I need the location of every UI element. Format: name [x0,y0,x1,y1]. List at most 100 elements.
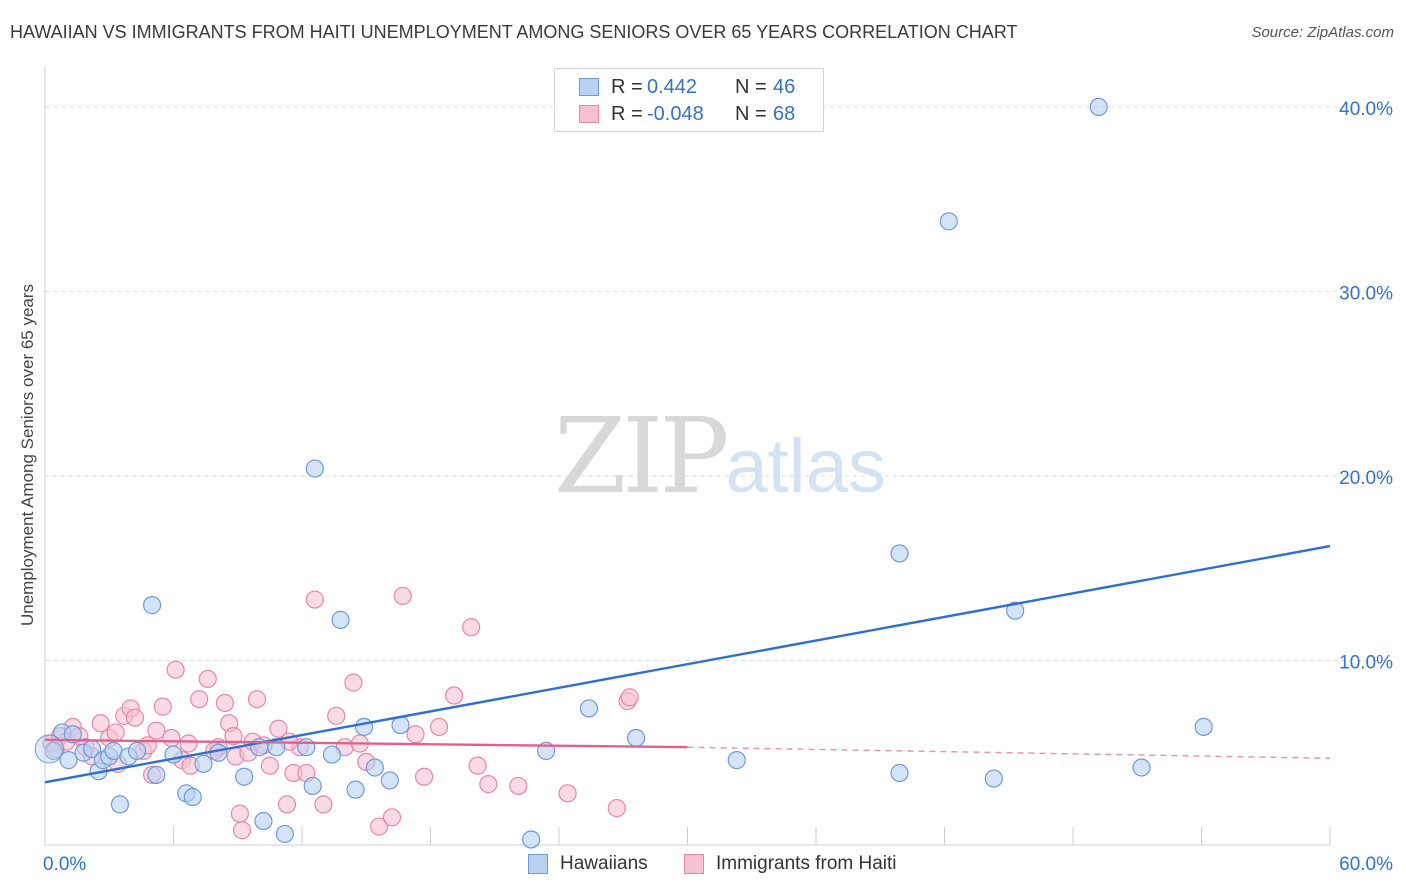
hawaiians-point [890,763,909,783]
r-label: R = [611,103,643,125]
haiti-point [509,776,528,796]
hawaiians-point [194,754,213,773]
haiti-point [269,719,288,738]
haiti-point [179,734,198,753]
haiti-point [382,808,402,827]
hawaiians-point [142,596,162,615]
source-credit: Source: ZipAtlas.com [1251,24,1394,41]
watermark: ZIPatlas [554,395,886,517]
hawaiians-point-large [34,734,64,764]
haiti-point [153,697,172,716]
hawaiians-point [275,824,294,844]
haiti-point [162,728,181,748]
haiti-point [314,795,333,814]
legend-item-haiti[interactable]: Immigrants from Haiti [684,852,924,876]
hawaiians-point [890,544,909,563]
hawaiians-point [380,771,399,790]
haiti-point [327,706,346,725]
haiti-point [344,673,363,692]
hawaiians-point [147,765,166,784]
haiti-point [305,590,324,609]
legend-label-haiti: Immigrants from Haiti [716,853,897,874]
hawaiians-point [63,725,82,744]
hawaiians-point [209,743,228,762]
haiti-point [198,669,217,689]
haiti-point [106,723,125,742]
legend-swatch-hawaiians [528,854,548,874]
y-tick-label: 20.0% [1339,468,1393,489]
hawaiians-point [939,212,958,231]
haiti-point [406,725,425,744]
hawaiians-point [1006,601,1025,620]
n-value-hawaiians: 46 [773,76,796,98]
x-tick-label: 60.0% [1339,854,1393,875]
hawaiians-point [1194,717,1213,737]
haiti-point [607,798,626,818]
haiti-point [190,690,209,709]
hawaiians-point [297,738,316,757]
haiti-point [247,690,267,709]
haiti-point [277,795,297,814]
haiti-point [370,817,389,836]
r-value-hawaiians: 0.442 [647,76,698,98]
hawaiians-point [984,769,1003,788]
haiti-point [468,756,487,775]
hawaiians-point [44,741,63,760]
y-tick-label: 10.0% [1339,652,1393,673]
haiti-point [479,775,498,794]
n-label: N = [735,103,767,125]
watermark-zip: ZIP [554,395,729,517]
y-tick-label: 40.0% [1339,99,1393,120]
hawaiians-point [331,610,350,629]
y-tick-label: 30.0% [1339,283,1393,304]
haiti-point [224,727,243,746]
legend-item-hawaiians[interactable]: Hawaiians [528,852,668,876]
hawaiians-point [110,795,130,814]
haiti-point [91,714,110,733]
hawaiians-swatch [579,78,599,96]
haiti-point [166,660,185,679]
hawaiians-point [183,787,202,807]
hawaiians-point [235,767,254,786]
hawaiians-point [626,728,646,748]
hawaiians-point [254,811,273,831]
legend-swatch-haiti [684,854,704,874]
haiti-point [429,717,449,737]
watermark-atlas: atlas [725,424,886,509]
haiti-point [558,784,577,803]
hawaiians-point [579,699,599,718]
hawaiians-point [522,830,541,849]
n-value-haiti: 68 [773,103,796,125]
n-label: N = [735,76,767,98]
hawaiians-point [1132,758,1151,777]
stats-box: R = 0.442 N = 46 R = -0.048 N = 68 [554,68,824,132]
chart-title: HAWAIIAN VS IMMIGRANTS FROM HAITI UNEMPL… [10,22,1018,42]
haiti-point [232,821,252,840]
hawaiians-point [355,717,374,737]
haiti-point [215,693,234,713]
r-value-haiti: -0.048 [647,103,704,125]
hawaiians-point [727,751,746,770]
r-label: R = [611,76,643,98]
hawaiians-point [303,776,322,796]
haiti-point [462,618,481,637]
legend-label-hawaiians: Hawaiians [560,853,648,874]
hawaiians-point [365,758,384,777]
haiti-point [414,767,434,786]
haiti-trend-line-extension [687,746,1331,759]
haiti-point [147,721,166,740]
haiti-swatch [579,105,599,123]
haiti-point [620,688,639,707]
haiti-point [393,586,412,605]
haiti-point [125,708,145,727]
haiti-point [230,804,249,823]
hawaiians-point [346,780,365,799]
x-tick-label: 0.0% [43,854,86,875]
hawaiians-point [1089,97,1108,117]
hawaiians-point [59,751,78,770]
hawaiians-point [305,459,324,478]
haiti-point [444,686,464,705]
hawaiians-point [322,745,342,764]
haiti-trend-line [44,738,688,749]
